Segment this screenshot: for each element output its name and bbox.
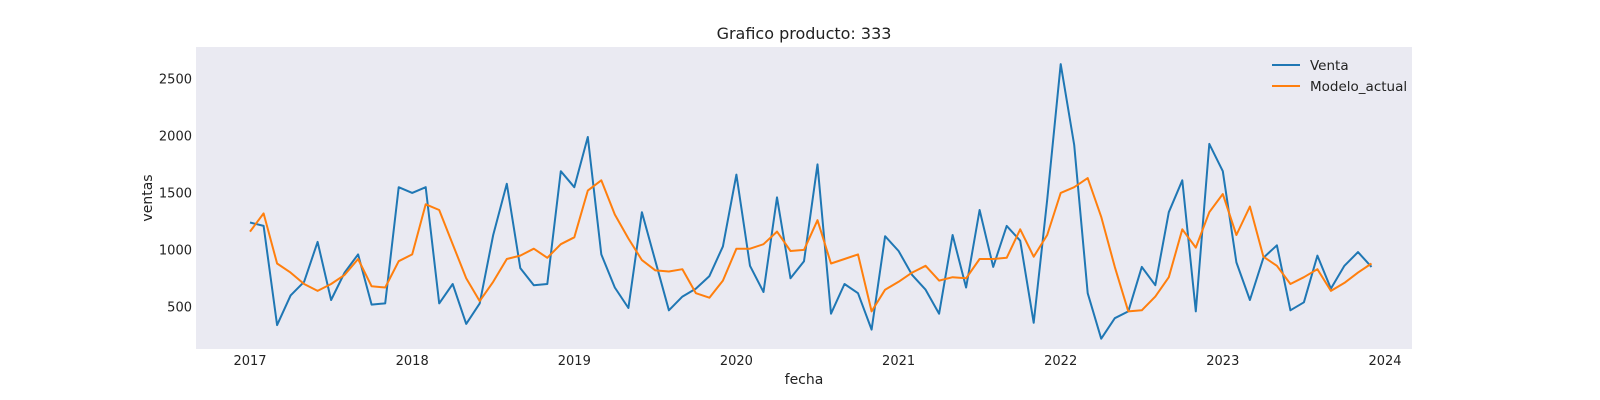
series-line-venta	[249, 63, 1373, 340]
y-axis-label: ventas	[140, 174, 156, 221]
x-tick-labels: 2017 2018 2019 2020 2021 2022 2023 2024	[233, 354, 1401, 369]
y-tick-label: 1500	[159, 186, 192, 201]
y-tick-labels: 500 1000 1500 2000 2500	[159, 72, 192, 315]
series-line-modelo-actual	[249, 177, 1373, 313]
x-tick-label: 2022	[1044, 354, 1077, 369]
x-tick-label: 2020	[720, 354, 753, 369]
x-axis-label: fecha	[785, 372, 824, 388]
series-lines	[249, 63, 1373, 340]
legend-label-modelo-actual: Modelo_actual	[1310, 79, 1407, 95]
y-tick-label: 2500	[159, 72, 192, 87]
x-tick-label: 2024	[1368, 354, 1401, 369]
x-tick-label: 2019	[558, 354, 591, 369]
x-tick-label: 2018	[396, 354, 429, 369]
legend: Venta Modelo_actual	[1272, 58, 1407, 95]
x-tick-label: 2023	[1206, 354, 1239, 369]
chart-title: Grafico producto: 333	[717, 24, 892, 43]
legend-label-venta: Venta	[1310, 58, 1349, 74]
x-tick-label: 2017	[233, 354, 266, 369]
plot-area	[196, 47, 1412, 349]
y-tick-label: 1000	[159, 243, 192, 258]
y-tick-label: 2000	[159, 129, 192, 144]
y-tick-label: 500	[167, 300, 192, 315]
x-tick-label: 2021	[882, 354, 915, 369]
